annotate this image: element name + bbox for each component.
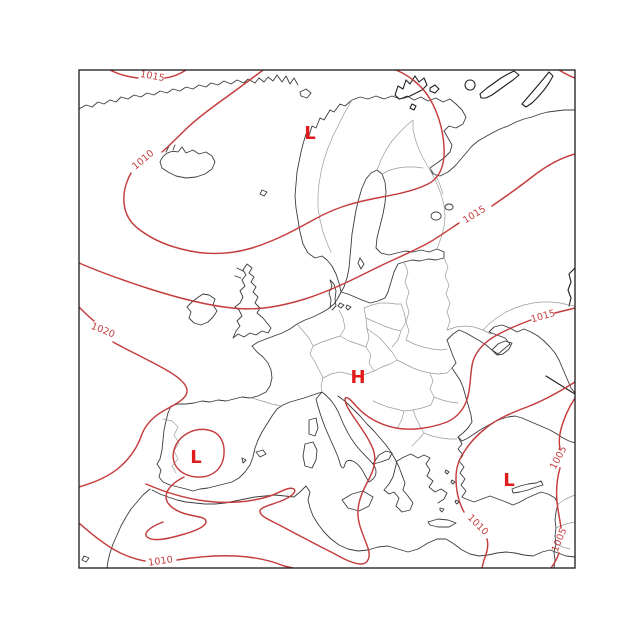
isobar-label-1005-upper: 1005 <box>548 444 569 471</box>
border-czech-poland <box>363 302 407 348</box>
isobar-morocco-tongue <box>145 476 207 541</box>
coastline-ireland <box>186 293 218 326</box>
coastline-scandinavia <box>294 99 445 304</box>
coastline-jan-mayen <box>259 88 312 197</box>
coastline-black-sea <box>446 324 575 444</box>
lakes-ladoga-onega <box>430 203 454 221</box>
isobar-label-1010-turkey: 1010 <box>465 513 490 538</box>
isobar-label-1005-lower: 1005 <box>550 526 570 553</box>
isobars <box>79 70 575 568</box>
coastline-sicily <box>341 490 374 512</box>
isobar-1015-west-europe <box>79 153 575 310</box>
isobar-1015-greenland <box>109 70 187 79</box>
coastline-italy <box>315 391 393 483</box>
coastline-iceland <box>159 144 216 179</box>
isobar-1010-north-africa <box>79 522 294 568</box>
low-pressure-marker-iberia: L <box>190 447 201 468</box>
isobar-1020-atlantic <box>79 306 188 488</box>
isobar-1015-mediterranean-balkans <box>145 307 575 565</box>
isobar-label-1015-russia: 1015 <box>461 204 488 227</box>
border-scandinavia-interior <box>317 99 446 253</box>
isobar-1005-east <box>550 397 575 568</box>
coastline-crete-aegean-islands <box>427 469 460 528</box>
coastline-britain <box>232 263 272 339</box>
isobar-1015-iberia-loop <box>172 428 225 478</box>
map-frame <box>78 69 576 569</box>
coastline-cyprus <box>511 480 544 494</box>
low-pressure-marker-north: L <box>304 123 315 144</box>
coastlines <box>79 70 575 568</box>
border-danube-balkans <box>372 359 459 447</box>
coastline-novaya-zemlya <box>464 70 554 108</box>
coastline-west-europe <box>156 291 342 492</box>
high-pressure-marker-alps: H <box>350 367 365 388</box>
coastline-turkey-levant <box>457 436 559 568</box>
isobar-label-1010-iceland: 1010 <box>130 148 156 172</box>
border-levant-interior <box>555 494 575 550</box>
isobar-label-1010-africa: 1010 <box>148 554 174 568</box>
coastline-sardinia-corsica <box>241 417 319 469</box>
isobar-label-1020-atlantic: 1020 <box>89 321 116 341</box>
isobar-label-1015-ukraine: 1015 <box>530 308 557 325</box>
isobar-label-1015-greenland: 1015 <box>139 69 166 84</box>
border-central-europe <box>296 307 398 393</box>
isobar-1010-north-atlantic <box>123 70 445 255</box>
country-borders <box>162 99 575 550</box>
isobar-1010-aegean-cyprus <box>455 381 575 568</box>
border-east-europe <box>403 257 451 351</box>
coastline-denmark <box>328 257 365 311</box>
coastline-svalbard <box>394 75 440 111</box>
coastline-balkans-greece <box>337 395 448 513</box>
coastline-kola-white-sea <box>351 95 575 177</box>
coastline-greenland <box>79 74 299 110</box>
border-ukraine-russia <box>446 301 575 335</box>
low-pressure-marker-east-med: L <box>503 470 514 491</box>
caucasus-ridge <box>545 267 575 395</box>
pressure-centers: L H L L <box>190 123 514 491</box>
isobar-corner-dash <box>558 70 575 79</box>
